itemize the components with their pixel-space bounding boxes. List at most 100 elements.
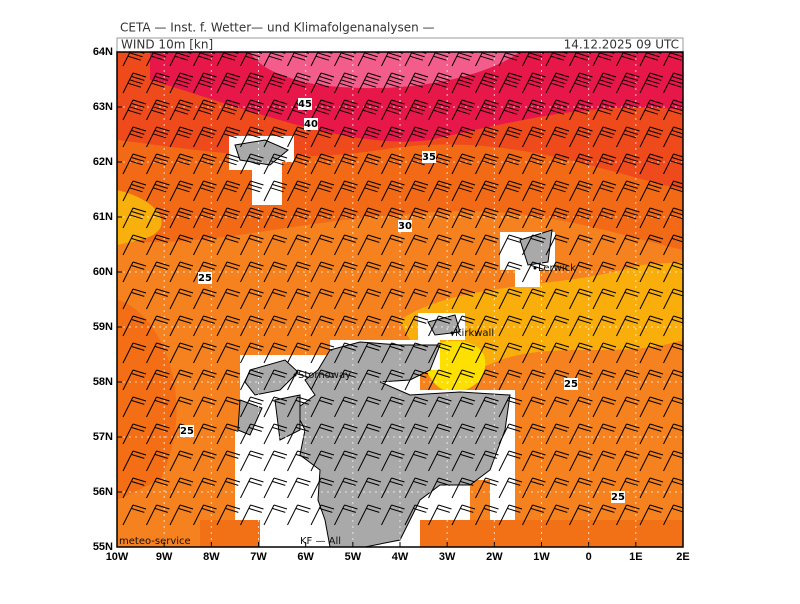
barb-feather xyxy=(434,79,449,85)
barb-feather xyxy=(366,453,380,459)
barb-feather xyxy=(624,210,638,216)
wind-barb xyxy=(169,477,194,499)
barb-feather xyxy=(456,109,471,115)
barb-feather xyxy=(507,129,521,135)
wind-barb xyxy=(428,342,452,364)
barb-feather xyxy=(485,72,499,78)
place-dot xyxy=(533,266,537,270)
contour-label-bg xyxy=(611,491,625,503)
barb-feather xyxy=(579,126,593,132)
wind-barb xyxy=(334,396,358,418)
barb-feather xyxy=(342,372,356,378)
barb-feather xyxy=(648,480,662,486)
barb-feather xyxy=(532,207,546,213)
barb-feather xyxy=(626,234,640,240)
barb-feather xyxy=(602,234,617,240)
barb-feather xyxy=(461,261,476,267)
wind-barb xyxy=(639,99,664,121)
barb-feather xyxy=(320,504,335,510)
barb-feather xyxy=(485,99,499,105)
barb-feather xyxy=(530,264,544,270)
wind-barb xyxy=(357,288,382,310)
wind-barb xyxy=(592,288,617,310)
wind-barb xyxy=(498,315,523,337)
barb-feather xyxy=(127,109,142,115)
barb-feather xyxy=(226,315,241,321)
wind-barb xyxy=(498,126,523,148)
barb-feather xyxy=(624,156,638,162)
wind-barb xyxy=(475,369,499,391)
barb-feather xyxy=(201,453,215,459)
barb-feather xyxy=(364,106,378,112)
barb-feather xyxy=(319,399,333,405)
place-dot xyxy=(293,373,297,377)
wind-barb xyxy=(310,369,335,391)
barb-feather xyxy=(456,82,471,88)
barb-feather xyxy=(413,453,427,459)
barb-feather xyxy=(648,156,662,162)
barb-feather xyxy=(178,399,192,405)
barb-feather xyxy=(508,450,523,456)
wind-barb xyxy=(451,450,476,472)
barb-feather xyxy=(225,264,239,270)
barb-feather xyxy=(649,72,664,78)
wind-barb xyxy=(381,423,405,445)
wind-barb xyxy=(357,315,382,337)
barb-feather xyxy=(272,291,286,297)
barb-feather xyxy=(389,507,403,513)
wind-barb xyxy=(545,261,570,283)
barb-feather xyxy=(270,133,284,139)
lat-label: 57N xyxy=(93,431,113,443)
barb-feather xyxy=(508,504,523,510)
wind-barb xyxy=(381,99,405,121)
barb-feather xyxy=(554,372,568,378)
barb-feather xyxy=(364,52,378,58)
barb-feather xyxy=(505,214,519,220)
wind-barb xyxy=(263,261,288,283)
barb-feather xyxy=(152,133,167,139)
barb-feather xyxy=(295,372,309,378)
lon-label: 2E xyxy=(676,551,689,563)
wind-barb xyxy=(263,234,288,256)
barb-feather xyxy=(673,477,683,482)
barb-feather xyxy=(460,102,474,108)
barb-feather xyxy=(579,342,593,348)
barb-feather xyxy=(648,345,662,351)
barb-feather xyxy=(344,504,358,510)
barb-feather xyxy=(485,504,499,510)
barb-feather xyxy=(152,214,167,220)
barb-feather xyxy=(366,102,380,108)
barb-feather xyxy=(178,102,192,108)
barb-feather xyxy=(483,156,497,162)
wind-barb xyxy=(545,207,570,229)
wind-barb xyxy=(545,180,570,202)
barb-feather xyxy=(414,126,429,132)
wind-barb xyxy=(592,153,617,175)
barb-feather xyxy=(461,234,476,240)
wind-barb xyxy=(193,72,217,94)
wind-barb xyxy=(498,369,523,391)
wind-barb xyxy=(428,126,452,148)
barb-feather xyxy=(579,288,593,294)
barb-feather xyxy=(317,160,331,166)
barb-feather xyxy=(391,423,405,429)
wind-barb xyxy=(193,234,217,256)
barb-feather xyxy=(344,234,358,240)
barb-feather xyxy=(293,52,308,58)
barb-feather xyxy=(199,133,214,139)
barb-feather xyxy=(225,102,239,108)
wind-barb xyxy=(451,261,476,283)
contour-label-bg xyxy=(398,220,412,232)
barb-feather xyxy=(649,423,664,429)
wind-barb xyxy=(475,423,499,445)
wind-barb xyxy=(334,315,358,337)
wind-barb xyxy=(216,99,241,121)
barb-feather xyxy=(367,288,382,294)
wind-barb xyxy=(545,99,570,121)
wind-barb xyxy=(169,504,194,526)
barb-feather xyxy=(577,291,591,297)
wind-barb xyxy=(240,99,264,121)
barb-feather xyxy=(508,99,523,105)
barb-feather xyxy=(508,261,523,267)
wind-barb xyxy=(569,315,593,337)
